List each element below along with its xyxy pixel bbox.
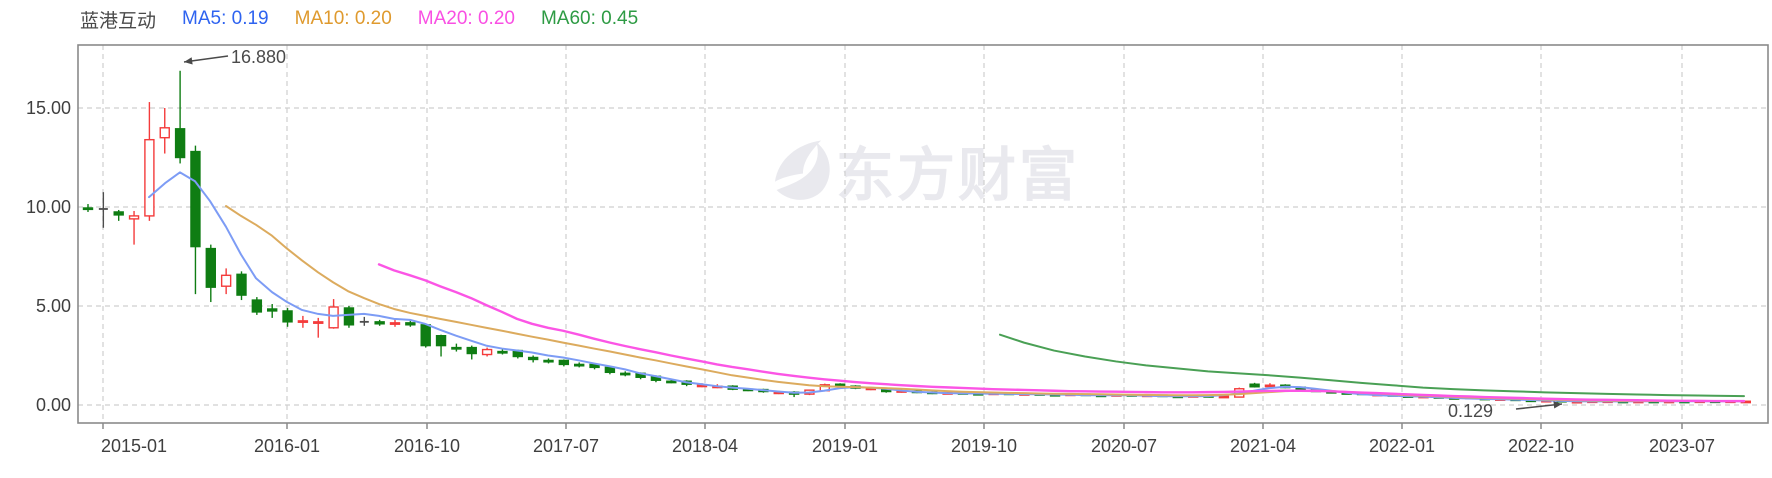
candle-body xyxy=(82,207,94,211)
peak-price-annotation: 16.880 xyxy=(231,47,286,67)
x-axis-label: 2021-04 xyxy=(1230,436,1296,456)
candle-body xyxy=(113,211,124,216)
candle-body xyxy=(174,128,186,159)
candle-body xyxy=(497,350,508,354)
stock-name: 蓝港互动 xyxy=(80,10,157,32)
candle-body xyxy=(389,322,401,325)
candle-body xyxy=(267,308,278,312)
x-axis-label: 2022-10 xyxy=(1508,436,1574,456)
low-price-annotation: 0.129 xyxy=(1448,401,1493,421)
plot-border xyxy=(77,44,1769,424)
candle-body xyxy=(666,380,677,384)
candle-body xyxy=(374,321,385,325)
candle-body xyxy=(313,321,324,324)
ma60-line xyxy=(999,333,1745,398)
x-axis-label: 2019-10 xyxy=(951,436,1017,456)
candle-body xyxy=(343,307,355,326)
candle-body xyxy=(1264,384,1276,388)
plot-area[interactable] xyxy=(78,45,1768,423)
legend-ma10: MA10: 0.20 xyxy=(294,8,392,29)
x-axis-label: 2022-01 xyxy=(1369,436,1435,456)
candle-body xyxy=(620,372,631,376)
x-axis-label: 2016-10 xyxy=(394,436,460,456)
candle-body xyxy=(543,359,554,363)
candle-body xyxy=(435,335,447,347)
candle-body xyxy=(481,348,493,356)
x-axis-label: 2018-04 xyxy=(672,436,738,456)
x-axis-label: 2020-07 xyxy=(1091,436,1157,456)
candle-body xyxy=(1218,395,1230,399)
candle-body xyxy=(527,356,539,361)
candle-body xyxy=(236,273,247,296)
candle-body xyxy=(405,322,416,326)
y-axis-label: 15.00 xyxy=(26,98,71,118)
candle-body xyxy=(144,138,155,217)
candle-body xyxy=(282,310,293,323)
y-axis-label: 10.00 xyxy=(26,197,71,217)
x-axis-label: 2019-01 xyxy=(812,436,878,456)
candle-body xyxy=(1249,383,1260,388)
candle-body xyxy=(574,363,585,367)
candle-body xyxy=(128,215,140,220)
ma20-line xyxy=(377,263,1746,403)
legend-ma20: MA20: 0.20 xyxy=(417,8,515,29)
candle-body xyxy=(328,306,339,329)
candle-body xyxy=(251,299,263,313)
low-price-arrowhead xyxy=(1553,401,1562,409)
x-axis-label: 2023-07 xyxy=(1649,436,1715,456)
watermark-text: 东方财富 xyxy=(836,138,1080,214)
legend-ma5: MA5: 0.19 xyxy=(182,8,269,29)
candle-body xyxy=(466,346,477,355)
legend-ma60: MA60: 0.45 xyxy=(540,8,639,29)
candle-body xyxy=(220,274,232,287)
chart-legend: 蓝港互动 MA5: 0.19 MA10: 0.20 MA20: 0.20 MA6… xyxy=(80,6,638,32)
x-axis-label: 2016-01 xyxy=(254,436,320,456)
x-axis-label: 2017-07 xyxy=(533,436,599,456)
candle-body xyxy=(297,320,309,323)
candle-body xyxy=(205,247,217,288)
x-axis-label: 2015-01 xyxy=(101,436,167,456)
y-axis-label: 0.00 xyxy=(36,395,71,415)
candle-body xyxy=(159,127,170,139)
peak-price-arrowhead xyxy=(184,57,193,65)
candle-body xyxy=(558,359,570,366)
y-axis-label: 5.00 xyxy=(36,296,71,316)
candle-body xyxy=(451,346,462,350)
candle-body xyxy=(190,150,201,248)
eastmoney-logo-icon xyxy=(774,140,830,200)
watermark: 东方财富 xyxy=(770,138,1080,214)
